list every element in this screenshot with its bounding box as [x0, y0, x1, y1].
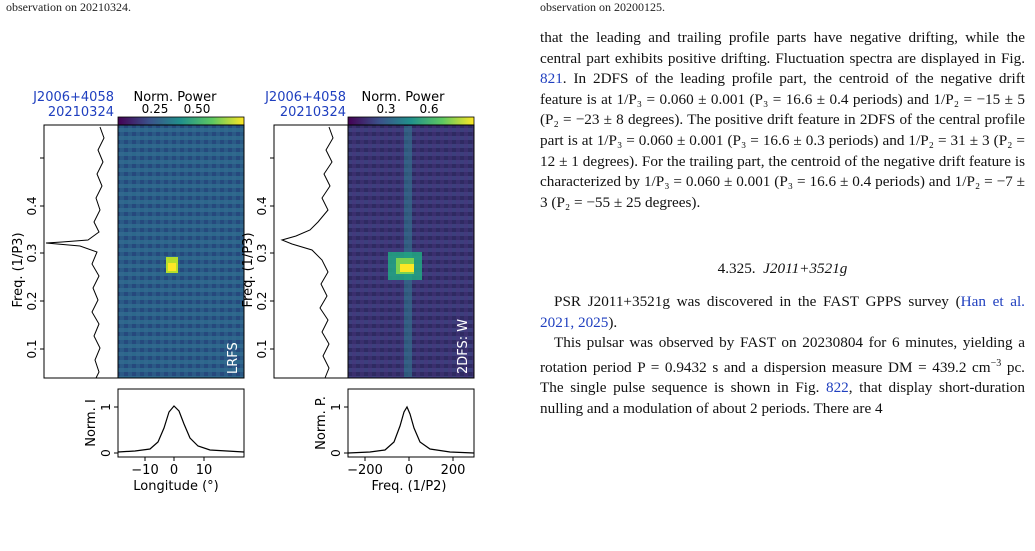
side-y-ticks: 0.1 0.2 0.3 0.4: [25, 157, 44, 359]
paragraph-text: , that display short-duration nulling an…: [540, 379, 1025, 417]
profile-y-label: Norm. P.: [314, 396, 329, 450]
y-tick-label: 0.4: [255, 196, 269, 215]
side-spectrum-axes: [43, 124, 119, 379]
figure-caption-right: observation on 20200125.: [540, 0, 665, 14]
y-tick-label: 0.1: [25, 339, 39, 358]
colorbar: [117, 116, 245, 126]
x-axis-label: Freq. (1/P2): [371, 479, 446, 494]
colorbar: [347, 116, 475, 126]
y-tick-label: 0.3: [25, 243, 39, 262]
paragraph-drifting: that the leading and trailing profile pa…: [540, 28, 1025, 213]
y-tick-label: 0.4: [25, 196, 39, 215]
colorbar-label: Norm. Power: [133, 90, 217, 105]
profile-y-label: Norm. I: [84, 399, 99, 447]
side-spectrum-curve: [45, 126, 105, 379]
side-y-ticks: 0.1 0.2 0.3 0.4: [255, 157, 274, 359]
x-ticks: −10 0 10: [131, 457, 212, 478]
y-tick-label: 1: [99, 403, 113, 411]
figure-caption-left: observation on 20210324.: [6, 0, 131, 14]
superscript: −3: [990, 357, 1002, 369]
x-tick-label: 10: [196, 463, 213, 478]
map-label: 2DFS: W: [456, 319, 471, 374]
fluctuation-spectra-figure: J2006+4058 20210324 Norm. Power 0.25 0.5…: [11, 90, 475, 494]
profile-axes: [347, 388, 475, 458]
y-tick-label: 0.3: [255, 243, 269, 262]
panel-lrfs: J2006+4058 20210324 Norm. Power 0.25 0.5…: [11, 90, 245, 494]
figure-link[interactable]: 821: [540, 70, 563, 88]
profile-axes: [117, 388, 245, 458]
colorbar-label: Norm. Power: [361, 90, 445, 105]
y-tick-label: 1: [329, 403, 343, 411]
2dfs-center-column: [404, 126, 412, 377]
psr-name-label: J2006+4058: [264, 90, 346, 105]
profile-y-ticks: 0 1: [329, 403, 348, 457]
section-number: 4.325.: [717, 260, 756, 278]
body-text-column: that the leading and trailing profile pa…: [540, 28, 1025, 420]
x-tick-label: 200: [441, 463, 466, 478]
profile-curve: [347, 405, 475, 454]
colorbar-tick: 0.25: [142, 102, 169, 116]
panel-2dfs: J2006+4058 20210324 Norm. Power 0.3 0.6 …: [241, 90, 475, 494]
paragraph-text: ).: [608, 313, 618, 331]
section-title: J2011+3521g: [763, 260, 848, 278]
paragraph-text: PSR J2011+3521g was discovered in the FA…: [554, 292, 961, 310]
y-tick-label: 0: [99, 449, 113, 457]
paragraph-observation: This pulsar was observed by FAST on 2023…: [540, 333, 1025, 419]
colorbar-tick: 0.3: [376, 102, 395, 116]
x-tick-label: −10: [131, 463, 158, 478]
citation-link[interactable]: Han et al. 2021, 2025: [540, 292, 1025, 331]
colorbar-tick: 0.6: [419, 102, 438, 116]
paragraph-text: pc. The single pulse sequence is shown i…: [540, 358, 1025, 397]
y-tick-label: 0.1: [255, 339, 269, 358]
psr-name-label: J2006+4058: [32, 90, 114, 105]
x-ticks: −200 0 200: [347, 457, 465, 478]
colorbar-tick: 0.50: [184, 102, 211, 116]
obs-date-label: 20210324: [48, 105, 114, 120]
y-axis-label: Freq. (1/P3): [11, 232, 26, 307]
paragraph-discovery: PSR J2011+3521g was discovered in the FA…: [540, 292, 1025, 333]
y-tick-label: 0.2: [255, 291, 269, 310]
map-label: LRFS: [226, 342, 241, 374]
paragraph-text: This pulsar was observed by FAST on 2023…: [540, 334, 1025, 376]
profile-curve: [117, 405, 245, 453]
x-tick-label: 0: [170, 463, 178, 478]
lrfs-hotspot-core: [168, 263, 176, 271]
obs-date-label: 20210324: [280, 105, 346, 120]
y-tick-label: 0: [329, 449, 343, 457]
x-axis-label: Longitude (°): [133, 479, 218, 494]
x-tick-label: 0: [405, 463, 413, 478]
figure-link[interactable]: 822: [825, 379, 849, 397]
x-tick-label: −200: [347, 463, 383, 478]
side-spectrum-axes: [273, 124, 349, 379]
y-tick-label: 0.2: [25, 291, 39, 310]
side-spectrum-curve: [280, 126, 334, 379]
paragraph-text: . In 2DFS of the leading profile part, t…: [540, 70, 1025, 211]
paragraph-text: that the leading and trailing profile pa…: [540, 29, 1025, 67]
section-heading: 4.325. J2011+3521g: [540, 259, 1025, 280]
2dfs-feature-core: [400, 264, 414, 272]
profile-y-ticks: 0 1: [99, 403, 118, 457]
y-axis-label: Freq. (1/P3): [241, 232, 256, 307]
lrfs-map: [117, 124, 245, 379]
